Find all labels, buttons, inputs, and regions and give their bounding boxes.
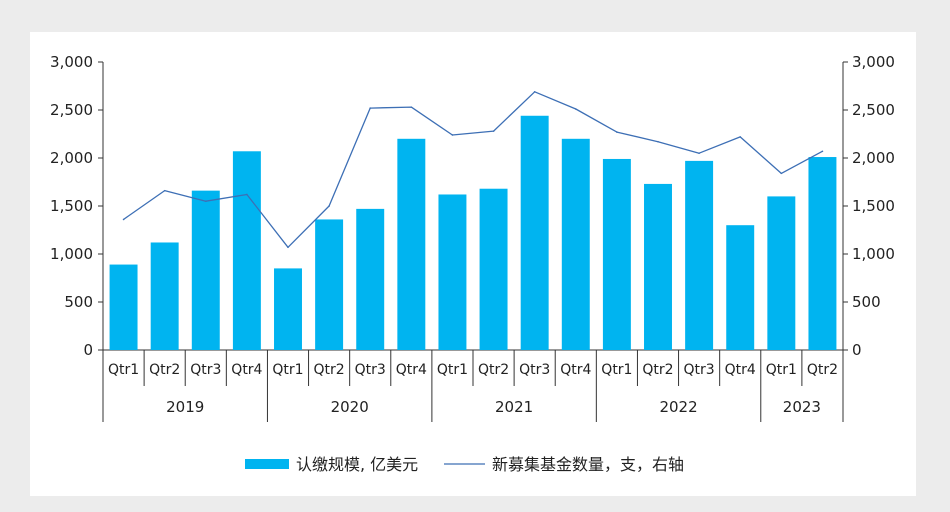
x-category-label: Qtr2 [642,362,673,378]
x-category-label: Qtr2 [807,362,838,378]
bar [808,157,837,350]
legend-line-label: 新募集基金数量，支，右轴 [492,455,684,474]
bar [232,151,261,350]
x-category-label: Qtr1 [272,362,303,378]
y-right-tick-label: 3,000 [852,53,895,71]
x-year-label: 2019 [166,398,204,416]
line-point [821,150,824,153]
x-category-label: Qtr1 [437,362,468,378]
bar [520,115,549,350]
bar [397,138,426,350]
y-left-tick-label: 2,500 [50,101,93,119]
y-left-tick-label: 500 [64,293,93,311]
line-point [410,106,413,108]
series-line [123,91,823,248]
bar [438,194,467,350]
bar [644,183,672,350]
x-category-label: Qtr3 [684,362,715,378]
line-point [616,131,618,133]
x-category-label: Qtr4 [560,362,591,378]
x-category-label: Qtr4 [725,362,756,378]
line-point [780,172,783,175]
bar [150,242,179,350]
legend: 认缴规模, 亿美元 新募集基金数量，支，右轴 [245,455,684,474]
line-point [204,200,207,202]
x-category-label: Qtr4 [231,362,262,378]
legend-bar-swatch [245,459,289,469]
legend-bar-label: 认缴规模, 亿美元 [296,455,418,474]
y-left-tick-label: 2,000 [50,149,93,167]
y-left-tick-label: 0 [83,341,93,359]
line-point [657,140,659,143]
bar [685,160,714,350]
line-point [246,193,248,196]
bar [191,190,220,350]
bar [561,138,590,350]
x-year-label: 2022 [659,398,697,416]
bar [356,208,385,350]
axes-layer: 0 500 1,000 1,500 2,000 2,500 3,000 0 500 1,000 1,… [50,53,895,422]
category-labels-layer: 2019 2020 2021 2022 2023 Qtr1 Qtr2 Qtr3 Qtr4 Qtr1… [108,362,838,416]
line-layer [122,90,824,249]
line-point [451,134,454,136]
bar [274,268,302,350]
y-right-tick-label: 2,500 [852,101,895,119]
line-point [739,136,742,138]
line-point [287,246,289,249]
x-category-label: Qtr4 [396,362,427,378]
x-year-label: 2021 [495,398,533,416]
line-point [492,130,495,132]
y-right-tick-label: 1,500 [852,197,895,215]
y-left-tick-label: 1,500 [50,197,93,215]
y-right-tick-label: 0 [852,341,862,359]
line-point [369,107,372,109]
y-left-tick-label: 1,000 [50,245,93,263]
y-right-tick-label: 1,000 [852,245,895,263]
y-right-tick-label: 2,000 [852,149,895,167]
chart-svg: 0 500 1,000 1,500 2,000 2,500 3,000 0 500 1,000 1,… [50,53,895,474]
bar [315,219,344,350]
x-category-label: Qtr1 [766,362,797,378]
x-category-label: Qtr3 [355,362,386,378]
bar [109,264,138,350]
x-category-label: Qtr2 [314,362,345,378]
y-left-tick-label: 3,000 [50,53,93,71]
line-point [574,108,577,110]
bar [479,188,508,350]
line-point [533,90,536,93]
x-year-label: 2023 [783,398,821,416]
y-right-tick-label: 500 [852,293,881,311]
x-category-label: Qtr2 [149,362,180,378]
x-category-label: Qtr3 [190,362,221,378]
x-category-label: Qtr1 [601,362,632,378]
chart-frame: 0 500 1,000 1,500 2,000 2,500 3,000 0 500 1,000 1,… [30,32,916,496]
x-category-label: Qtr1 [108,362,139,378]
line-point [122,218,125,221]
x-category-label: Qtr3 [519,362,550,378]
bars-layer [109,115,837,350]
bar [602,158,631,350]
bar [726,225,755,350]
line-point [163,189,166,192]
bar [767,196,796,350]
x-year-label: 2020 [331,398,369,416]
x-category-label: Qtr2 [478,362,509,378]
line-point [328,205,330,207]
line-point [698,152,700,154]
